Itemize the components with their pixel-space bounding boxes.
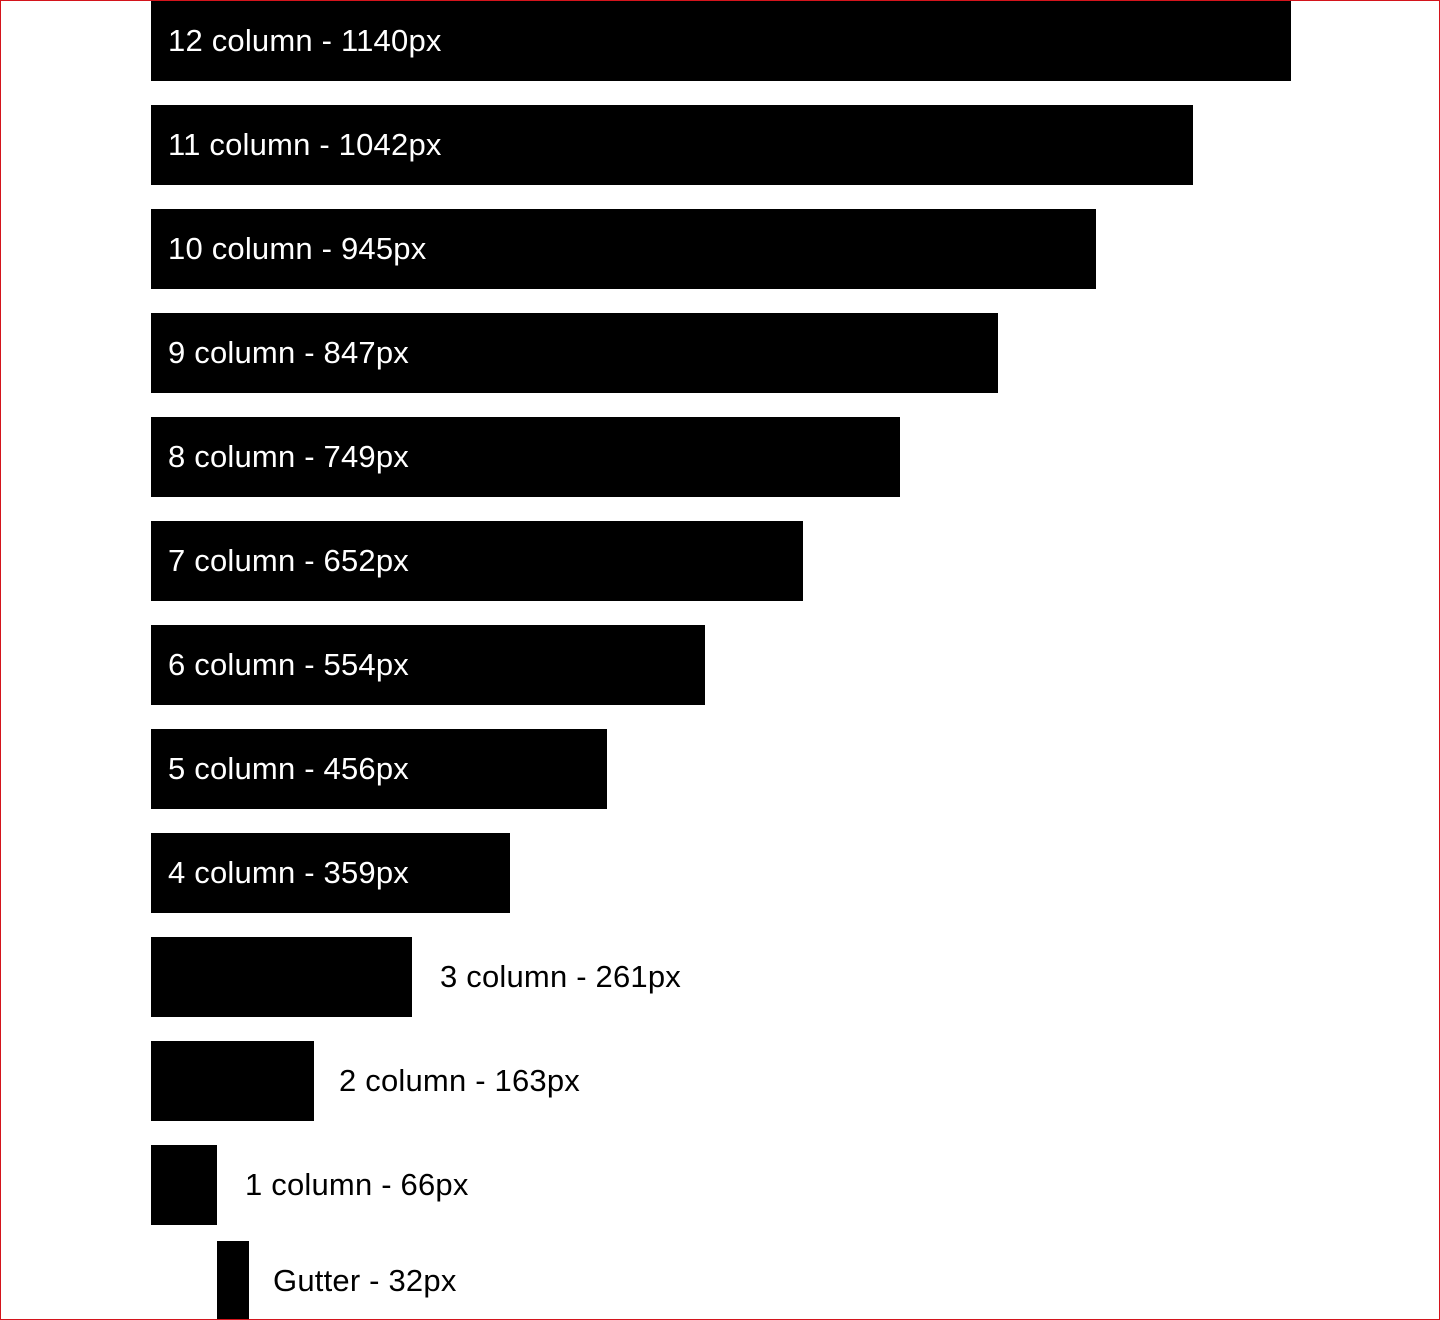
column-bar-9 <box>151 313 998 393</box>
column-label-6: 6 column - 554px <box>168 647 409 682</box>
column-label-3: 3 column - 261px <box>440 959 681 994</box>
column-bar-4 <box>151 833 510 913</box>
column-label-12: 12 column - 1140px <box>168 23 442 58</box>
column-bar-3 <box>151 937 412 1017</box>
column-bar-10 <box>151 209 1096 289</box>
column-label-1: 1 column - 66px <box>245 1167 469 1202</box>
column-label-10: 10 column - 945px <box>168 231 427 266</box>
column-label-7: 7 column - 652px <box>168 543 409 578</box>
column-bar-6 <box>151 625 705 705</box>
column-label-5: 5 column - 456px <box>168 751 409 786</box>
column-bar-2 <box>151 1041 314 1121</box>
column-bar-5 <box>151 729 607 809</box>
column-label-8: 8 column - 749px <box>168 439 409 474</box>
column-label-4: 4 column - 359px <box>168 855 409 890</box>
column-label-11: 11 column - 1042px <box>168 127 442 162</box>
column-bar-1 <box>151 1145 217 1225</box>
column-bar-7 <box>151 521 803 601</box>
column-bar-11 <box>151 105 1193 185</box>
column-bar-12 <box>151 1 1291 81</box>
gutter-bar <box>217 1241 249 1319</box>
column-label-9: 9 column - 847px <box>168 335 409 370</box>
gutter-label: Gutter - 32px <box>273 1263 457 1298</box>
column-label-2: 2 column - 163px <box>339 1063 580 1098</box>
column-bar-8 <box>151 417 900 497</box>
